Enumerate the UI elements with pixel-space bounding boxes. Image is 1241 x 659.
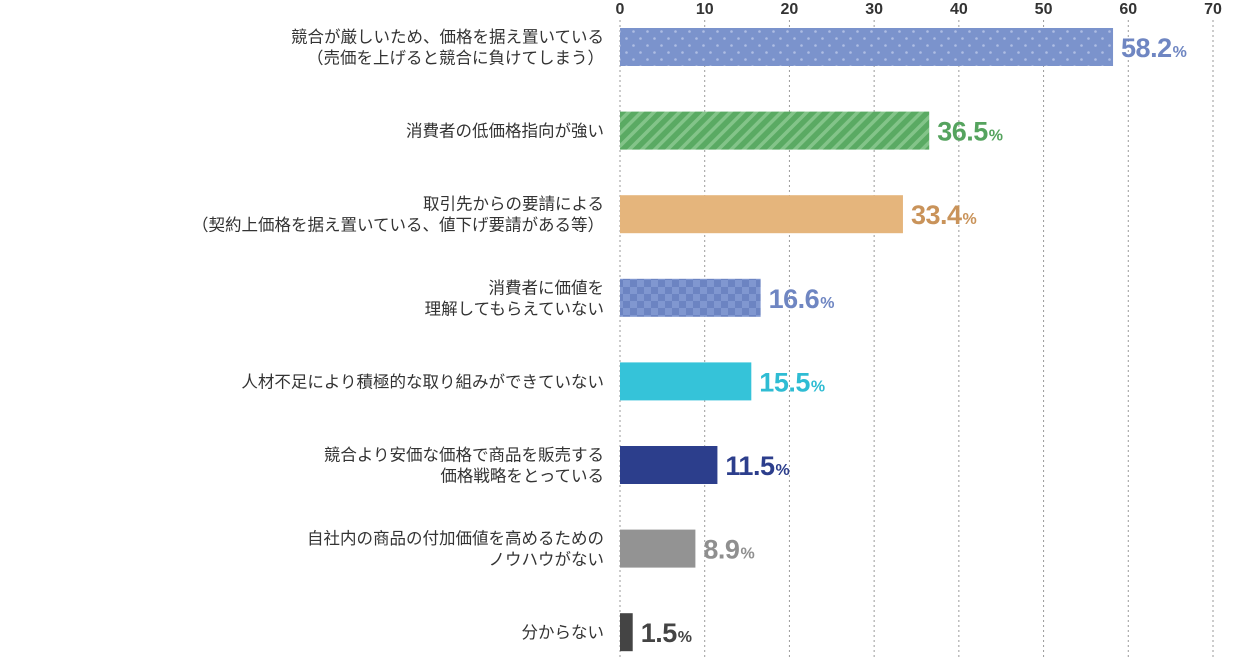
value-labels: 58.2%36.5%33.4%16.6%15.5%11.5%8.9%1.5%: [641, 33, 1187, 648]
category-label: 消費者の低価格指向が強い: [406, 122, 604, 141]
value-unit: %: [678, 629, 692, 646]
category-label: 自社内の商品の付加価値を高めるための: [307, 529, 604, 548]
value-label: 1.5%: [641, 618, 692, 648]
value-label: 16.6%: [769, 284, 835, 314]
category-labels: 競合が厳しいため、価格を据え置いている （売価を上げると競合に負けてしまう） 消費者…: [192, 28, 604, 643]
value-number: 58.2: [1121, 33, 1172, 63]
x-tick-label: 50: [1035, 1, 1053, 18]
value-number: 33.4: [911, 200, 962, 230]
x-axis-ticks: 0 10 20 30 40 50 60 70: [616, 1, 1222, 18]
category-label: ノウハウがない: [489, 550, 605, 569]
x-tick-label: 0: [616, 1, 625, 18]
value-number: 1.5: [641, 618, 678, 648]
category-label: （契約上価格を据え置いている、値下げ要請がある等）: [192, 216, 604, 235]
bar: [620, 446, 718, 484]
bar: [620, 28, 1114, 66]
category-label: 理解してもらえていない: [425, 299, 604, 318]
value-label: 33.4%: [911, 200, 977, 230]
x-tick-label: 30: [865, 1, 883, 18]
bar: [620, 278, 761, 317]
value-label: 15.5%: [759, 367, 825, 397]
value-unit: %: [989, 128, 1003, 145]
value-label: 58.2%: [1121, 33, 1187, 63]
category-label: 競合が厳しいため、価格を据え置いている: [291, 28, 604, 47]
value-number: 11.5: [725, 451, 775, 481]
x-tick-label: 40: [950, 1, 968, 18]
value-unit: %: [811, 378, 825, 395]
x-tick-label: 60: [1119, 1, 1137, 18]
x-tick-label: 10: [696, 1, 714, 18]
bars: [620, 28, 1114, 652]
x-tick-label: 20: [781, 1, 799, 18]
category-label: 分からない: [522, 623, 605, 642]
value-unit: %: [1173, 44, 1187, 61]
value-label: 8.9%: [703, 535, 754, 565]
bar: [620, 111, 930, 150]
value-unit: %: [775, 462, 789, 479]
value-label: 36.5%: [937, 117, 1003, 147]
bar: [620, 362, 752, 401]
bar: [620, 529, 696, 568]
category-label: 消費者に価値を: [489, 278, 605, 297]
category-label: 価格戦略をとっている: [440, 467, 604, 486]
value-unit: %: [820, 295, 834, 312]
value-number: 16.6: [769, 284, 820, 314]
value-label: 11.5%: [725, 451, 789, 481]
category-label: 人材不足により積極的な取り組みができていない: [241, 372, 604, 391]
value-unit: %: [963, 211, 977, 228]
x-tick-label: 70: [1204, 1, 1222, 18]
category-label: 競合より安価な価格で商品を販売する: [324, 446, 604, 465]
value-number: 15.5: [759, 367, 810, 397]
value-number: 8.9: [703, 535, 740, 565]
value-number: 36.5: [937, 117, 988, 147]
category-label: （売価を上げると競合に負けてしまう）: [307, 49, 604, 68]
bar: [620, 195, 903, 234]
value-unit: %: [740, 546, 754, 563]
category-label: 取引先からの要請による: [423, 195, 604, 214]
bar: [620, 613, 633, 652]
